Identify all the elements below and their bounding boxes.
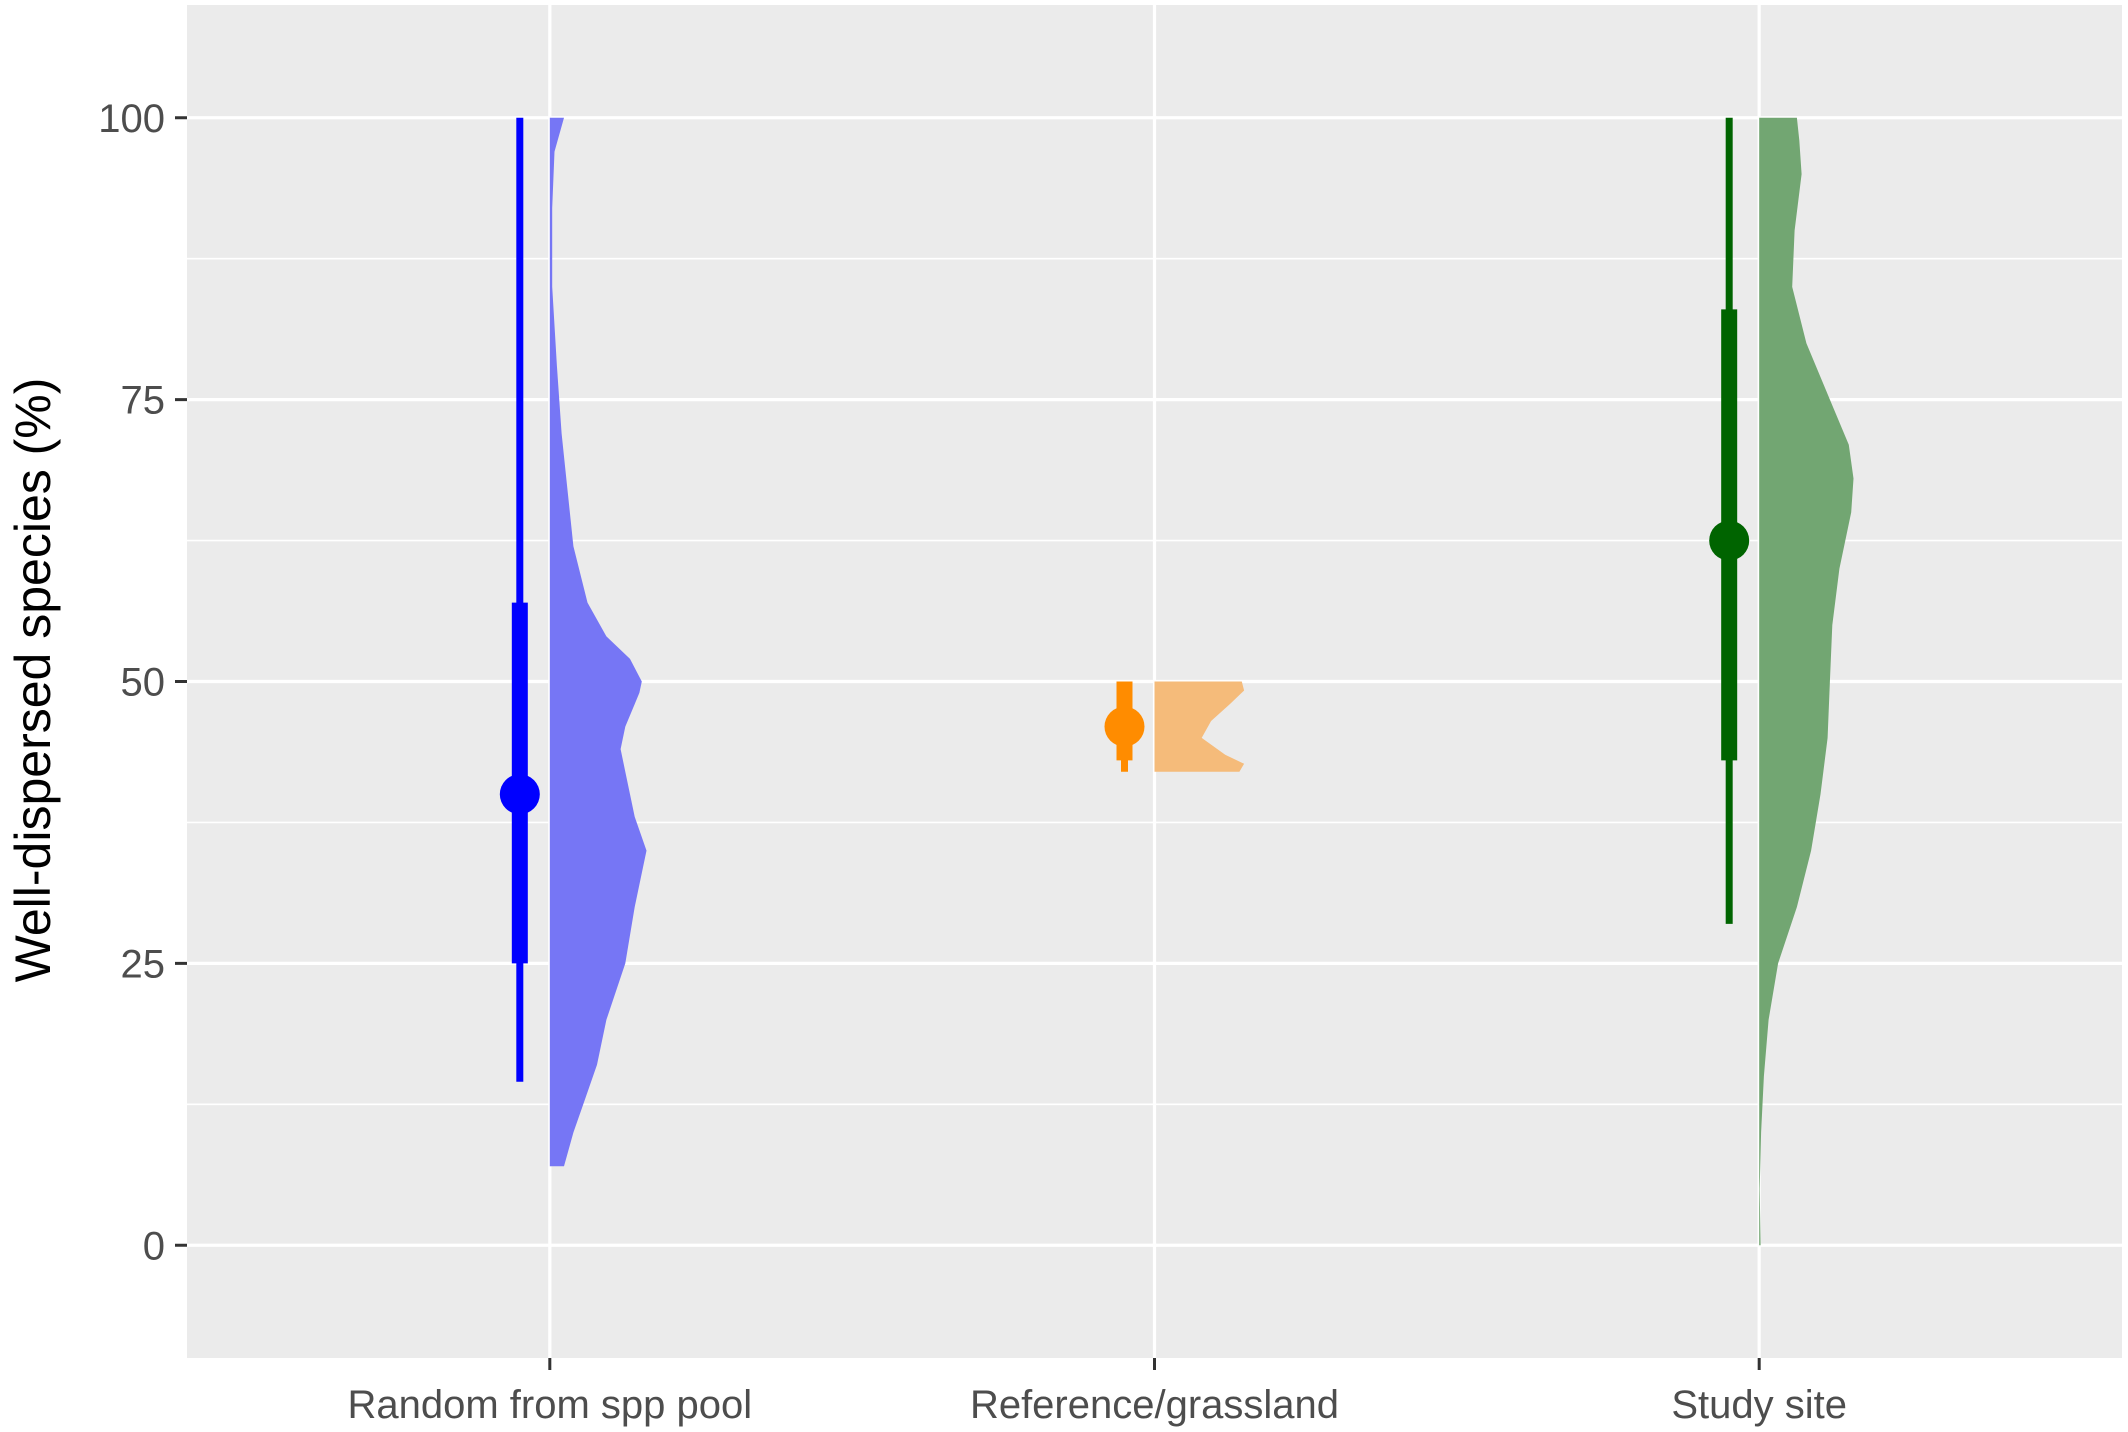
x-tick-label: Reference/grassland — [970, 1383, 1339, 1427]
median-point — [1104, 706, 1145, 747]
y-tick-label: 0 — [143, 1224, 165, 1268]
density-cloud — [549, 117, 647, 1167]
y-tick-label: 75 — [121, 379, 166, 423]
median-point — [1709, 520, 1750, 561]
x-axis: Random from spp pool Reference/grassland S… — [347, 1358, 1847, 1427]
median-point — [499, 774, 540, 815]
density-cloud — [1759, 117, 1854, 1246]
x-tick-label: Study site — [1671, 1383, 1847, 1427]
interval-bars — [499, 117, 1750, 1082]
density-clouds — [549, 117, 1854, 1246]
y-tick-label: 100 — [98, 97, 165, 141]
y-tick-label: 50 — [121, 661, 166, 705]
y-axis-title: Well-dispersed species (%) — [5, 378, 61, 983]
x-tick-label: Random from spp pool — [347, 1383, 752, 1427]
y-axis: 0 25 50 75 100 — [98, 97, 187, 1268]
y-tick-label: 25 — [121, 942, 166, 986]
density-cloud — [1154, 681, 1245, 772]
